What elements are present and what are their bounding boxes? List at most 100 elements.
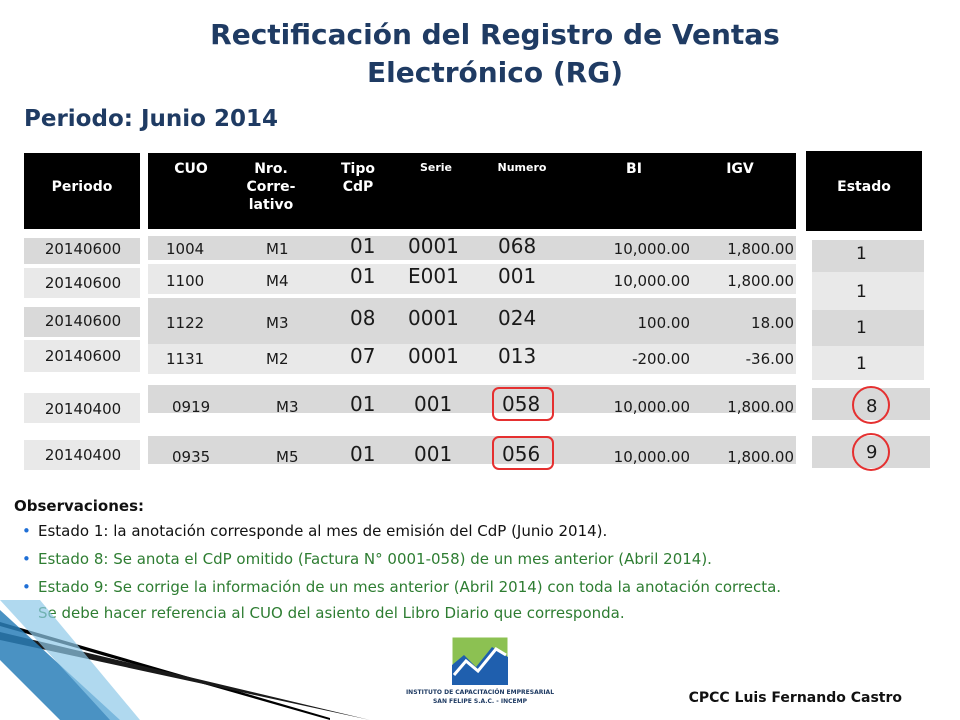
slide-title-line-2: Electrónico (RG) (367, 56, 623, 89)
cell-cuo: 1100 (166, 272, 205, 290)
estado-cell-bg (812, 346, 924, 380)
cell-bi: 10,000.00 (613, 240, 690, 258)
estado-cell-bg (812, 240, 924, 272)
cell-igv: 1,800.00 (727, 398, 794, 416)
periodo-cell-bg (24, 238, 140, 264)
cell-serie: E001 (408, 264, 459, 288)
periodo-cell-bg (24, 393, 140, 423)
header-correlativo-line2: Corre- (246, 179, 296, 195)
cell-serie: 0001 (408, 234, 459, 258)
cell-serie: 001 (414, 392, 453, 416)
cell-correlativo: M2 (266, 350, 289, 368)
header-serie: Serie (419, 161, 453, 174)
observacion-item: • Estado 9: Se corrige la información de … (22, 578, 781, 596)
row-bg (148, 236, 796, 260)
cell-bi: -200.00 (632, 350, 690, 368)
cell-periodo: 20140600 (44, 312, 122, 330)
estado-cell-bg (812, 310, 924, 346)
period-subtitle: Periodo: Junio 2014 (24, 106, 278, 132)
observacion-text: Estado 1: la anotación corresponde al me… (38, 522, 608, 540)
cell-correlativo: M5 (276, 448, 299, 466)
cell-bi: 100.00 (637, 314, 691, 332)
cell-numero: 024 (498, 306, 537, 330)
cell-igv: -36.00 (745, 350, 794, 368)
author-name: CPCC Luis Fernando Castro (688, 690, 902, 706)
observacion-text: Estado 8: Se anota el CdP omitido (Factu… (38, 550, 712, 568)
header-tipo-line2: CdP (342, 179, 374, 195)
header-estado-block: Estado (806, 151, 922, 231)
cell-periodo: 20140600 (44, 347, 122, 365)
periodo-cell-bg (24, 340, 140, 372)
row-bg (148, 385, 796, 413)
observacion-item: • Estado 1: la anotación corresponde al m… (22, 522, 607, 540)
cell-bi: 10,000.00 (613, 398, 690, 416)
cell-estado: 1 (856, 318, 867, 338)
header-cuo: CUO (174, 161, 208, 177)
cell-numero: 013 (498, 344, 537, 368)
logo-mark-icon (451, 636, 509, 686)
cell-cuo: 0919 (172, 398, 211, 416)
cell-periodo: 20140400 (44, 446, 122, 464)
cell-serie: 0001 (408, 306, 459, 330)
header-main-block: CUO Nro. Corre- lativo Tipo CdP Serie Nu… (148, 153, 796, 229)
cell-cuo: 1004 (166, 240, 205, 258)
header-tipo-line1: Tipo (341, 161, 375, 177)
cell-tipo: 01 (350, 234, 376, 258)
cell-numero: 068 (498, 234, 537, 258)
bullet-icon: • (22, 522, 31, 540)
cell-correlativo: M3 (276, 398, 299, 416)
cell-correlativo: M4 (266, 272, 289, 290)
highlight-ring-numero-056 (492, 436, 554, 470)
estado-cell-bg (812, 272, 924, 310)
cell-tipo: 01 (350, 442, 376, 466)
cell-igv: 18.00 (751, 314, 794, 332)
header-correlativo-line3: lativo (248, 197, 294, 213)
cell-tipo: 01 (350, 264, 376, 288)
decorative-stripe-lines (0, 600, 370, 720)
header-bi: BI (626, 161, 642, 177)
cell-periodo: 20140600 (44, 274, 122, 292)
cell-igv: 1,800.00 (727, 272, 794, 290)
header-estado: Estado (837, 179, 891, 195)
header-igv: IGV (726, 161, 754, 177)
header-correlativo-line1: Nro. (254, 161, 288, 177)
cell-correlativo: M3 (266, 314, 289, 332)
observacion-item: • Estado 8: Se anota el CdP omitido (Fact… (22, 550, 712, 568)
observacion-continuation: Se debe hacer referencia al CUO del asie… (38, 604, 625, 622)
logo-text-line-1: INSTITUTO DE CAPACITACIÓN EMPRESARIAL (405, 689, 555, 696)
incemp-logo: INSTITUTO DE CAPACITACIÓN EMPRESARIAL SA… (400, 635, 560, 715)
cell-serie: 0001 (408, 344, 459, 368)
bullet-icon: • (22, 550, 31, 568)
cell-cuo: 1131 (166, 350, 205, 368)
cell-numero: 001 (498, 264, 537, 288)
cell-numero: 056 (502, 442, 541, 466)
slide-title-line-1: Rectificación del Registro de Ventas (210, 18, 780, 51)
cell-tipo: 08 (350, 306, 376, 330)
highlight-circle-estado-9 (852, 433, 890, 471)
cell-tipo: 01 (350, 392, 376, 416)
header-periodo: Periodo (51, 179, 113, 195)
cell-periodo: 20140400 (44, 400, 122, 418)
cell-estado: 1 (856, 282, 867, 302)
row-bg (148, 298, 796, 344)
header-numero: Numero (497, 161, 547, 174)
periodo-cell-bg (24, 440, 140, 470)
row-bg (148, 436, 796, 464)
header-periodo-block: Periodo (24, 153, 140, 229)
cell-periodo: 20140600 (44, 240, 122, 258)
highlight-ring-numero-058 (492, 387, 554, 421)
cell-igv: 1,800.00 (727, 240, 794, 258)
logo-text-line-2: SAN FELIPE S.A.C. - INCEMP (432, 698, 528, 705)
cell-igv: 1,800.00 (727, 448, 794, 466)
cell-numero: 058 (502, 392, 541, 416)
periodo-cell-bg (24, 268, 140, 298)
row-bg (148, 264, 796, 294)
cell-serie: 001 (414, 442, 453, 466)
cell-correlativo: M1 (266, 240, 289, 258)
observaciones-title: Observaciones: (14, 497, 145, 515)
periodo-cell-bg (24, 307, 140, 337)
observacion-text: Estado 9: Se corrige la información de u… (38, 578, 782, 596)
cell-estado: 1 (856, 244, 867, 264)
cell-tipo: 07 (350, 344, 376, 368)
row-bg (148, 344, 796, 374)
